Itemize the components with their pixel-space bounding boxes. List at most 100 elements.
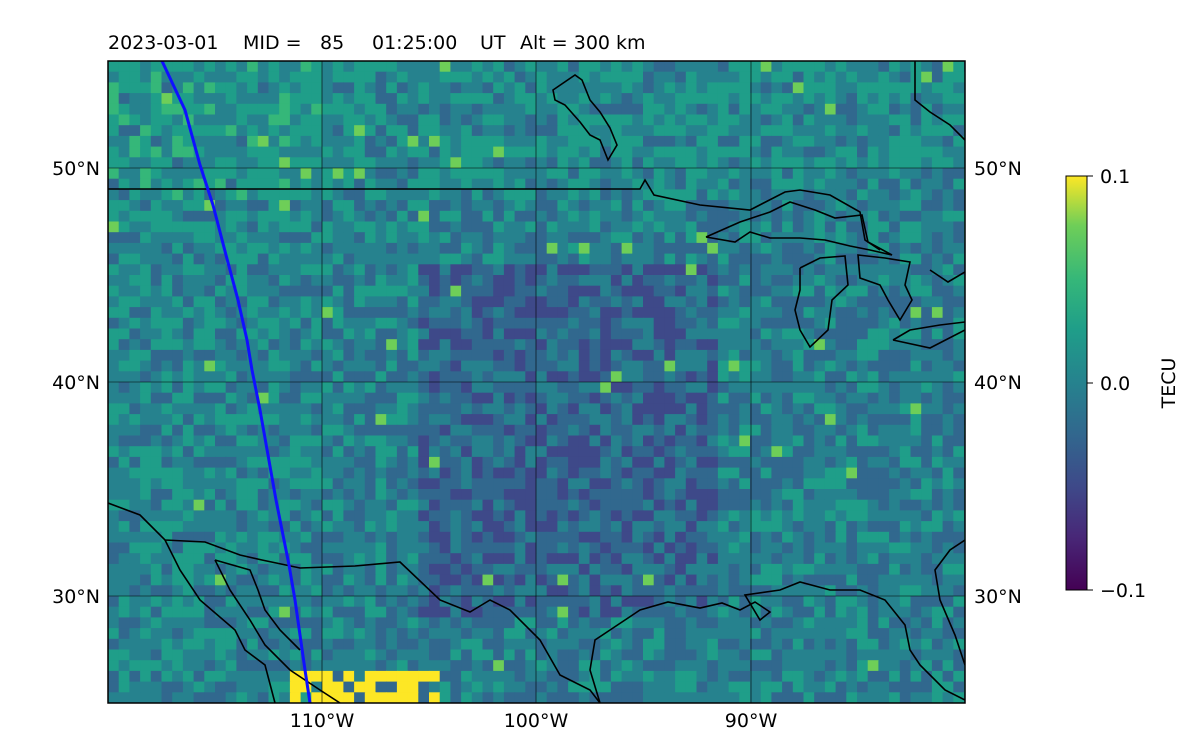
tec-cell [610, 510, 623, 522]
tec-cell [322, 499, 334, 511]
tec-cell [396, 660, 409, 672]
tec-cell [108, 424, 120, 437]
tec-cell [653, 200, 665, 212]
tec-cell [889, 424, 901, 437]
tec-cell [108, 521, 120, 533]
tec-cell [386, 242, 398, 255]
tec-cell [343, 307, 355, 319]
tec-cell [247, 71, 259, 83]
tec-cell [129, 317, 141, 330]
tec-cell [140, 649, 152, 661]
tec-cell [953, 125, 965, 137]
tec-cell [857, 542, 869, 554]
tec-cell [685, 285, 698, 297]
tec-cell [889, 414, 901, 426]
tec-cell [182, 275, 195, 287]
tec-cell [899, 489, 912, 501]
tec-cell [771, 285, 783, 297]
tec-cell [375, 349, 387, 362]
tec-cell [814, 360, 826, 372]
tec-cell [503, 275, 516, 287]
tec-cell [429, 189, 441, 201]
tec-cell [225, 424, 237, 437]
tec-cell [268, 638, 280, 651]
tec-cell [429, 531, 441, 544]
tec-cell [118, 71, 130, 83]
tec-cell [429, 168, 441, 180]
tec-cell [685, 596, 698, 608]
tec-cell [311, 446, 323, 458]
tec-cell [953, 456, 965, 469]
tec-cell [857, 606, 869, 618]
tec-cell [632, 692, 644, 703]
tec-cell [717, 349, 730, 362]
tec-cell [514, 210, 526, 223]
tec-cell [760, 210, 772, 223]
tec-cell [589, 660, 601, 672]
tec-cell [343, 521, 355, 533]
tec-cell [878, 585, 890, 597]
tec-cell [343, 93, 355, 105]
tec-cell [589, 232, 601, 244]
tec-cell [514, 542, 526, 554]
tec-cell [814, 210, 826, 223]
tec-cell [696, 542, 708, 554]
tec-cell [118, 403, 130, 415]
tec-cell [376, 703, 387, 714]
tec-cell [696, 371, 708, 383]
tec-cell [824, 414, 837, 426]
tec-cell [824, 681, 837, 693]
tec-cell [750, 264, 762, 276]
tec-cell [450, 114, 462, 126]
tec-cell [610, 189, 623, 201]
tec-cell [289, 542, 302, 554]
tec-cell [910, 146, 922, 158]
tec-cell [632, 392, 644, 404]
tec-cell [279, 574, 291, 586]
tec-cell [536, 628, 548, 640]
tec-cell [610, 499, 623, 511]
tec-cell [525, 456, 537, 469]
tec-cell [621, 617, 633, 629]
tec-cell [108, 553, 120, 565]
tec-cell [140, 232, 152, 244]
tec-cell [279, 349, 291, 362]
tec-cell [889, 275, 901, 287]
tec-cell [150, 103, 163, 116]
tec-cell [343, 296, 355, 308]
tec-cell [493, 221, 505, 233]
tec-cell [814, 563, 826, 576]
tec-cell [728, 296, 740, 308]
tec-cell [429, 135, 441, 148]
tec-cell [942, 210, 954, 223]
tec-cell [600, 392, 612, 404]
tec-cell [931, 178, 944, 190]
tec-cell [386, 574, 398, 586]
tec-cell [247, 542, 259, 554]
tec-cell [878, 670, 890, 683]
tec-cell [696, 189, 708, 201]
tec-cell [268, 574, 280, 586]
lat-label-right-40n: 40°N [974, 372, 1022, 394]
tec-cell [632, 135, 644, 148]
tec-cell [364, 392, 377, 404]
tec-cell [653, 553, 665, 565]
tec-cell [257, 531, 270, 544]
tec-cell [407, 414, 419, 426]
tec-cell [236, 61, 248, 73]
tec-cell [247, 328, 259, 340]
tec-cell [664, 435, 676, 447]
tec-cell [857, 478, 869, 490]
tec-cell [782, 553, 794, 565]
tec-cell [418, 574, 430, 586]
tec-cell [289, 285, 302, 297]
tec-cell [760, 467, 772, 479]
tec-cell [846, 478, 858, 490]
tec-cell [429, 681, 441, 693]
tec-cell [247, 521, 259, 533]
tec-cell [610, 157, 623, 169]
tec-cell [792, 638, 805, 651]
tec-cell [322, 328, 334, 340]
tec-cell [728, 71, 740, 83]
tec-cell [343, 510, 355, 522]
